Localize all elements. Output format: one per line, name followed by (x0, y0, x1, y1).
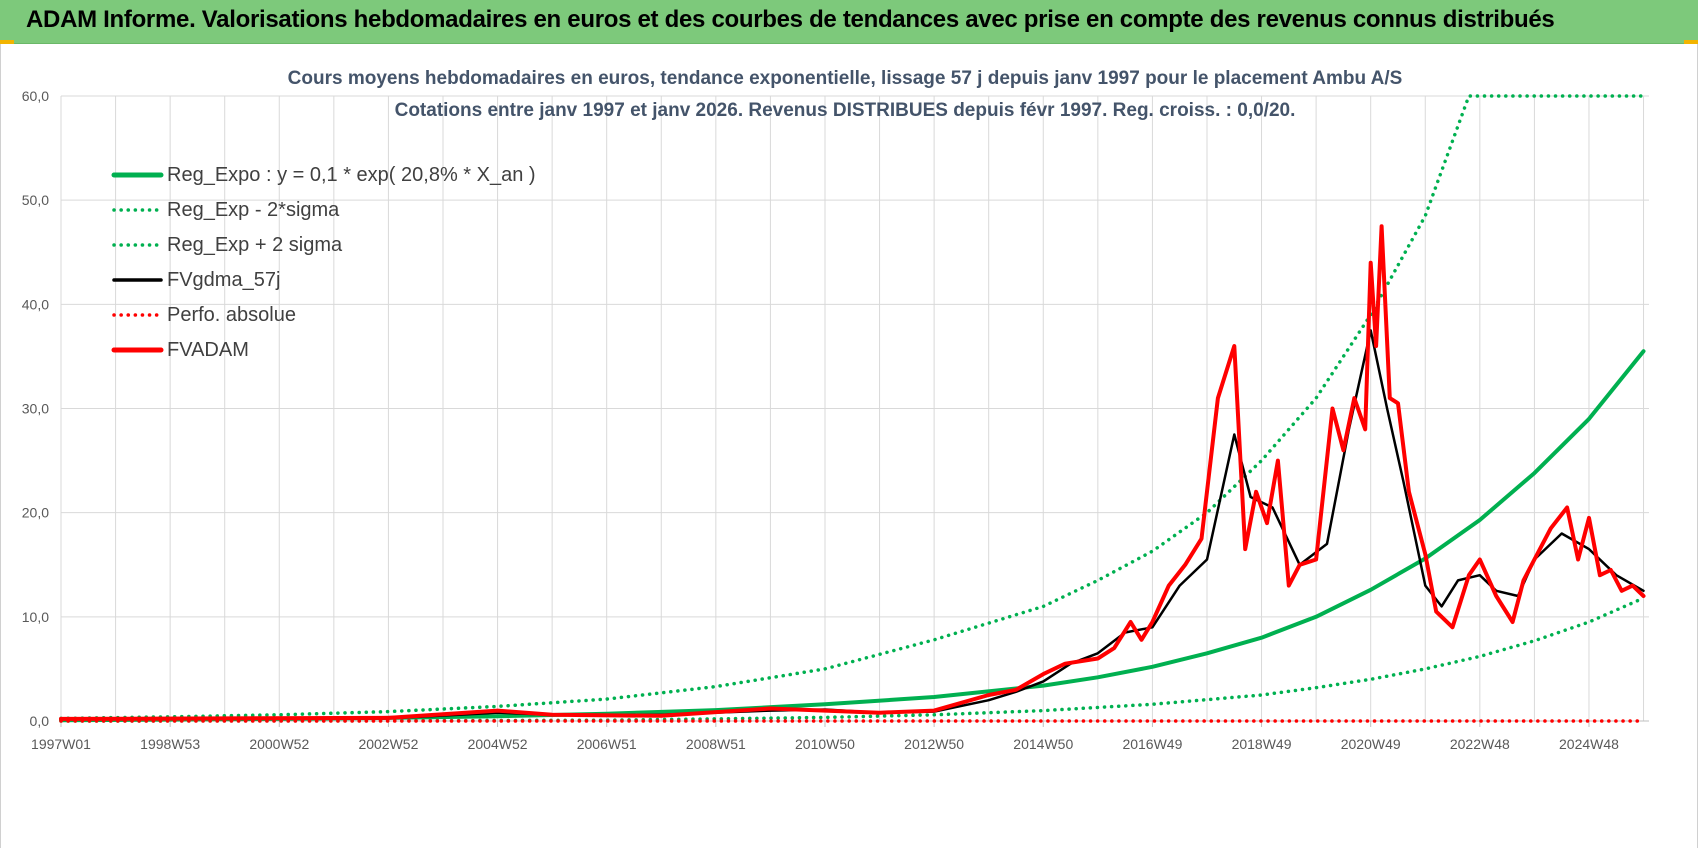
x-axis: 1997W01 1998W53 2000W52 2002W52 2004W52 2006W… (31, 720, 1649, 752)
line-chart: 0,0 10,0 20,0 30,0 40,0 50,0 60,0 1997W01 1998W… (22, 68, 1649, 752)
x-tick-label: 2014W50 (1013, 736, 1073, 752)
y-tick-label: 60,0 (22, 88, 49, 104)
x-tick-label: 2020W49 (1341, 736, 1401, 752)
x-tick-label: 2006W51 (577, 736, 637, 752)
report-title: ADAM Informe. Valorisations hebdomadaire… (26, 6, 1555, 33)
x-tick-label: 2012W50 (904, 736, 964, 752)
y-tick-label: 10,0 (22, 609, 49, 625)
y-tick-label: 30,0 (22, 401, 49, 417)
x-tick-label: 2008W51 (686, 736, 746, 752)
x-tick-label: 2004W52 (468, 736, 528, 752)
y-tick-label: 40,0 (22, 296, 49, 312)
legend-label-4: Perfo. absolue (167, 304, 296, 326)
y-tick-label: 50,0 (22, 192, 49, 208)
corner-marker-right (1684, 40, 1698, 44)
legend-label-0: Reg_Expo : y = 0,1 * exp( 20,8% * X_an ) (167, 164, 536, 186)
series-line-2 (59, 94, 1646, 721)
series-lines (59, 94, 1646, 723)
corner-marker-left (0, 40, 14, 44)
x-tick-label: 1998W53 (140, 736, 200, 752)
series-line-5 (59, 224, 1646, 721)
x-tick-label: 1997W01 (31, 736, 91, 752)
x-tick-label: 2000W52 (249, 736, 309, 752)
x-tick-label: 2016W49 (1122, 736, 1182, 752)
x-tick-label: 2010W50 (795, 736, 855, 752)
chart-title: Cours moyens hebdomadaires en euros, ten… (288, 68, 1403, 89)
chart-subtitle: Cotations entre janv 1997 et janv 2026. … (395, 100, 1296, 121)
report-banner: ADAM Informe. Valorisations hebdomadaire… (0, 0, 1698, 44)
series-line-0 (59, 349, 1646, 723)
legend-label-5: FVADAM (167, 339, 249, 361)
y-tick-label: 0,0 (30, 713, 50, 729)
legend-label-3: FVgdma_57j (167, 269, 280, 291)
x-tick-label: 2018W49 (1232, 736, 1292, 752)
chart-area: 0,0 10,0 20,0 30,0 40,0 50,0 60,0 1997W01 1998W… (0, 44, 1698, 848)
x-tick-label: 2002W52 (358, 736, 418, 752)
legend: Reg_Expo : y = 0,1 * exp( 20,8% * X_an )… (111, 164, 536, 361)
y-axis: 0,0 10,0 20,0 30,0 40,0 50,0 60,0 (22, 88, 49, 729)
y-tick-label: 20,0 (22, 505, 49, 521)
grid (60, 95, 1649, 722)
x-tick-label: 2024W48 (1559, 736, 1619, 752)
x-tick-label: 2022W48 (1450, 736, 1510, 752)
legend-label-1: Reg_Exp - 2*sigma (167, 199, 340, 221)
legend-label-2: Reg_Exp + 2 sigma (167, 234, 343, 256)
